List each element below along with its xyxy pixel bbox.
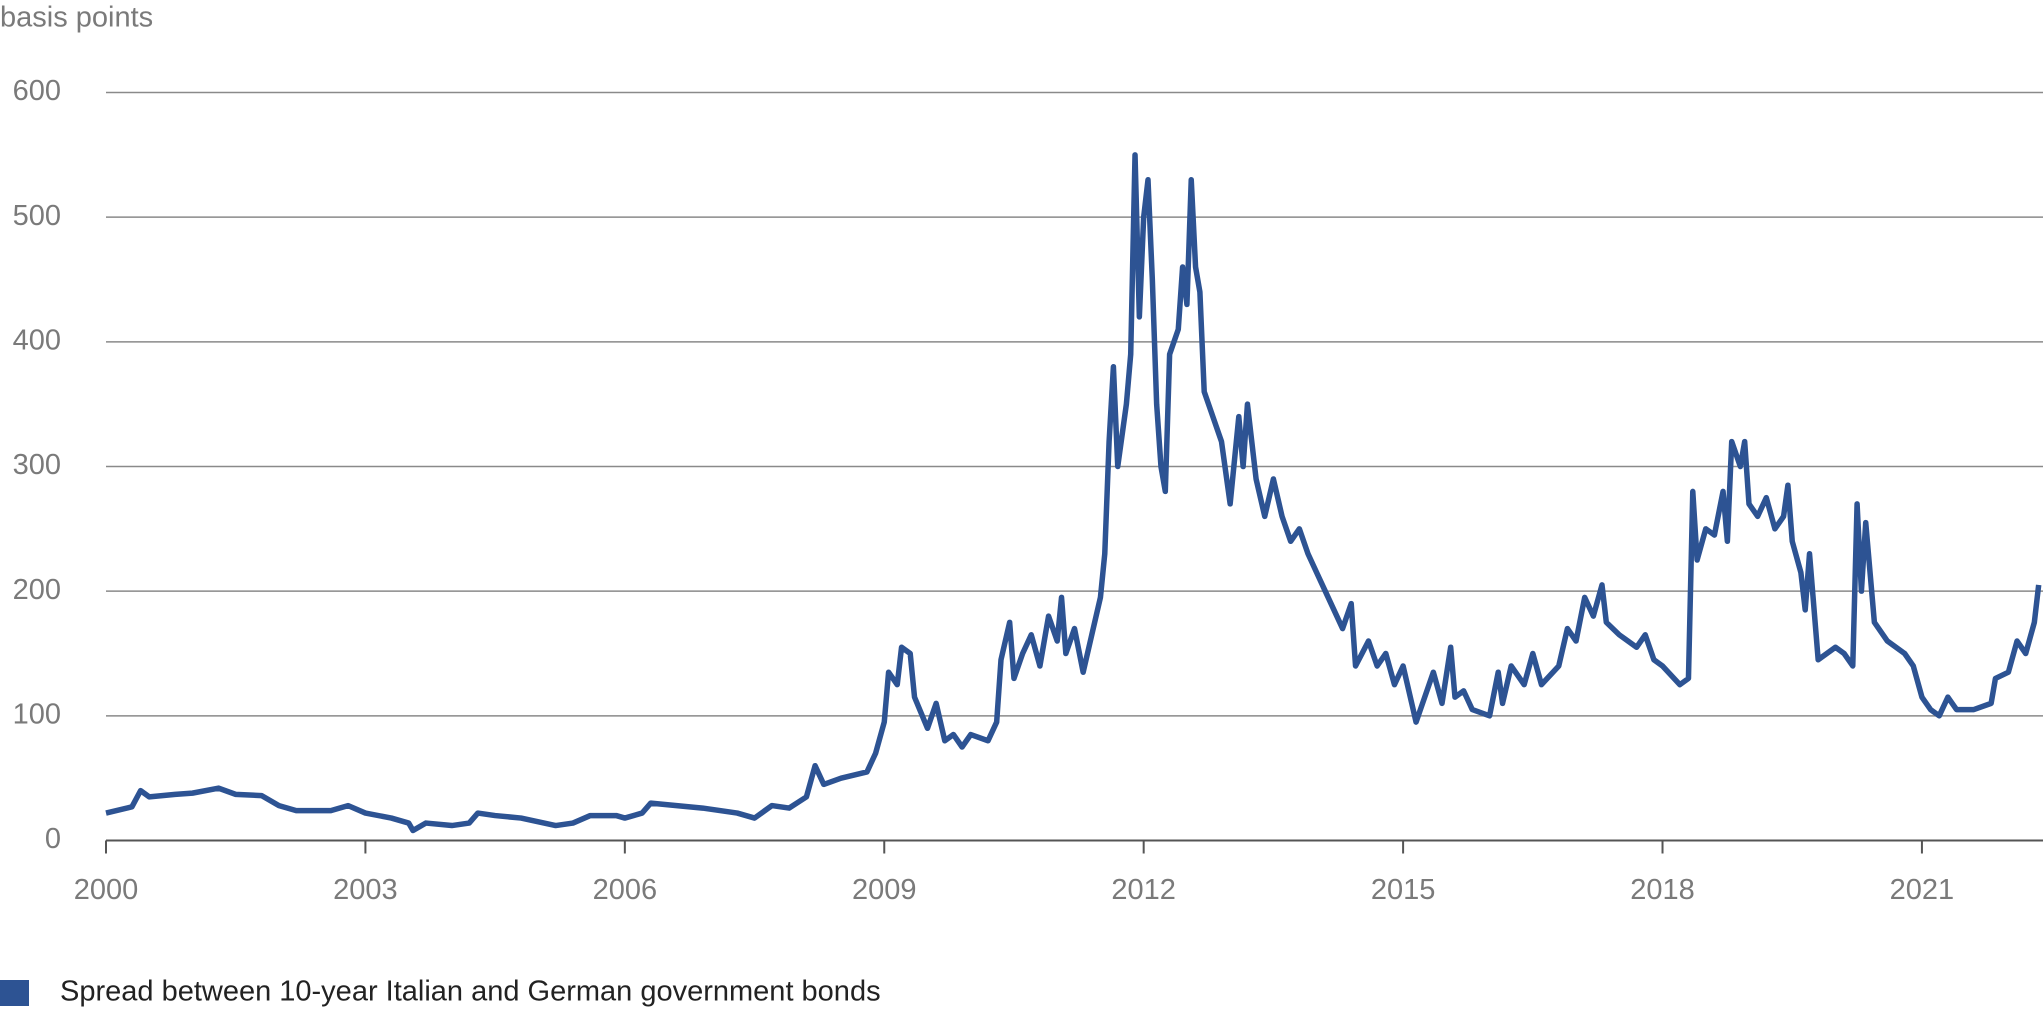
y-tick-label: 0 [45, 823, 61, 855]
x-tick-label: 2012 [1111, 874, 1176, 906]
legend-swatch [0, 980, 29, 1006]
y-tick-label: 300 [13, 449, 61, 481]
y-tick-label: 200 [13, 574, 61, 606]
x-tick-label: 2021 [1890, 874, 1955, 906]
x-tick-label: 2006 [593, 874, 658, 906]
x-tick-label: 2018 [1630, 874, 1695, 906]
x-tick-label: 2003 [333, 874, 398, 906]
legend-label: Spread between 10-year Italian and Germa… [60, 976, 881, 1008]
x-tick-label: 2009 [852, 874, 917, 906]
y-tick-label: 100 [13, 698, 61, 730]
y-tick-label: 500 [13, 200, 61, 232]
y-axis-label: basis points [0, 2, 153, 34]
series-line [105, 152, 2042, 834]
y-tick-label: 400 [13, 324, 61, 356]
x-tick-label: 2000 [74, 874, 139, 906]
y-tick-label: 600 [13, 75, 61, 107]
x-tick-label: 2015 [1371, 874, 1436, 906]
